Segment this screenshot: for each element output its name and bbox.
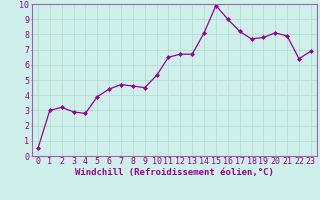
X-axis label: Windchill (Refroidissement éolien,°C): Windchill (Refroidissement éolien,°C) bbox=[75, 168, 274, 177]
